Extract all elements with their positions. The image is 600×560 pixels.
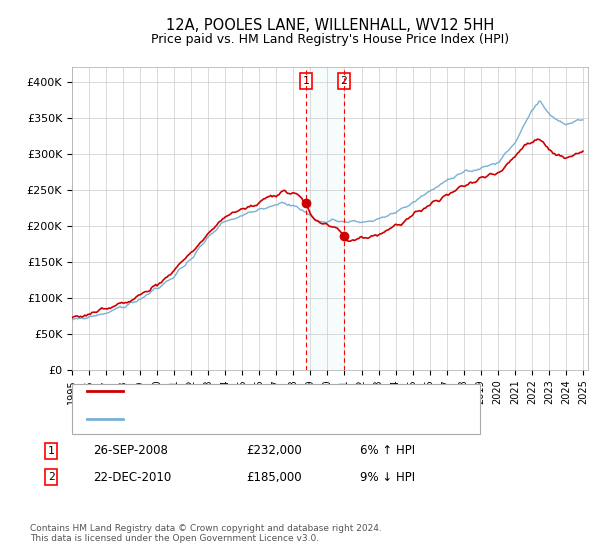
- Text: 26-SEP-2008: 26-SEP-2008: [93, 444, 168, 458]
- Text: 22-DEC-2010: 22-DEC-2010: [93, 470, 171, 484]
- Text: £185,000: £185,000: [246, 470, 302, 484]
- Text: Contains HM Land Registry data © Crown copyright and database right 2024.
This d: Contains HM Land Registry data © Crown c…: [30, 524, 382, 543]
- Text: HPI: Average price, detached house, Walsall: HPI: Average price, detached house, Wals…: [129, 414, 359, 424]
- Text: 6% ↑ HPI: 6% ↑ HPI: [360, 444, 415, 458]
- Text: Price paid vs. HM Land Registry's House Price Index (HPI): Price paid vs. HM Land Registry's House …: [151, 32, 509, 46]
- Text: 2: 2: [47, 472, 55, 482]
- Bar: [306, 67, 344, 370]
- Text: 12A, POOLES LANE, WILLENHALL, WV12 5HH: 12A, POOLES LANE, WILLENHALL, WV12 5HH: [166, 18, 494, 32]
- Text: £232,000: £232,000: [246, 444, 302, 458]
- Text: 1: 1: [303, 76, 310, 86]
- Text: 9% ↓ HPI: 9% ↓ HPI: [360, 470, 415, 484]
- Text: 2: 2: [341, 76, 347, 86]
- Text: 1: 1: [47, 446, 55, 456]
- Text: 12A, POOLES LANE, WILLENHALL, WV12 5HH (detached house): 12A, POOLES LANE, WILLENHALL, WV12 5HH (…: [129, 386, 458, 396]
